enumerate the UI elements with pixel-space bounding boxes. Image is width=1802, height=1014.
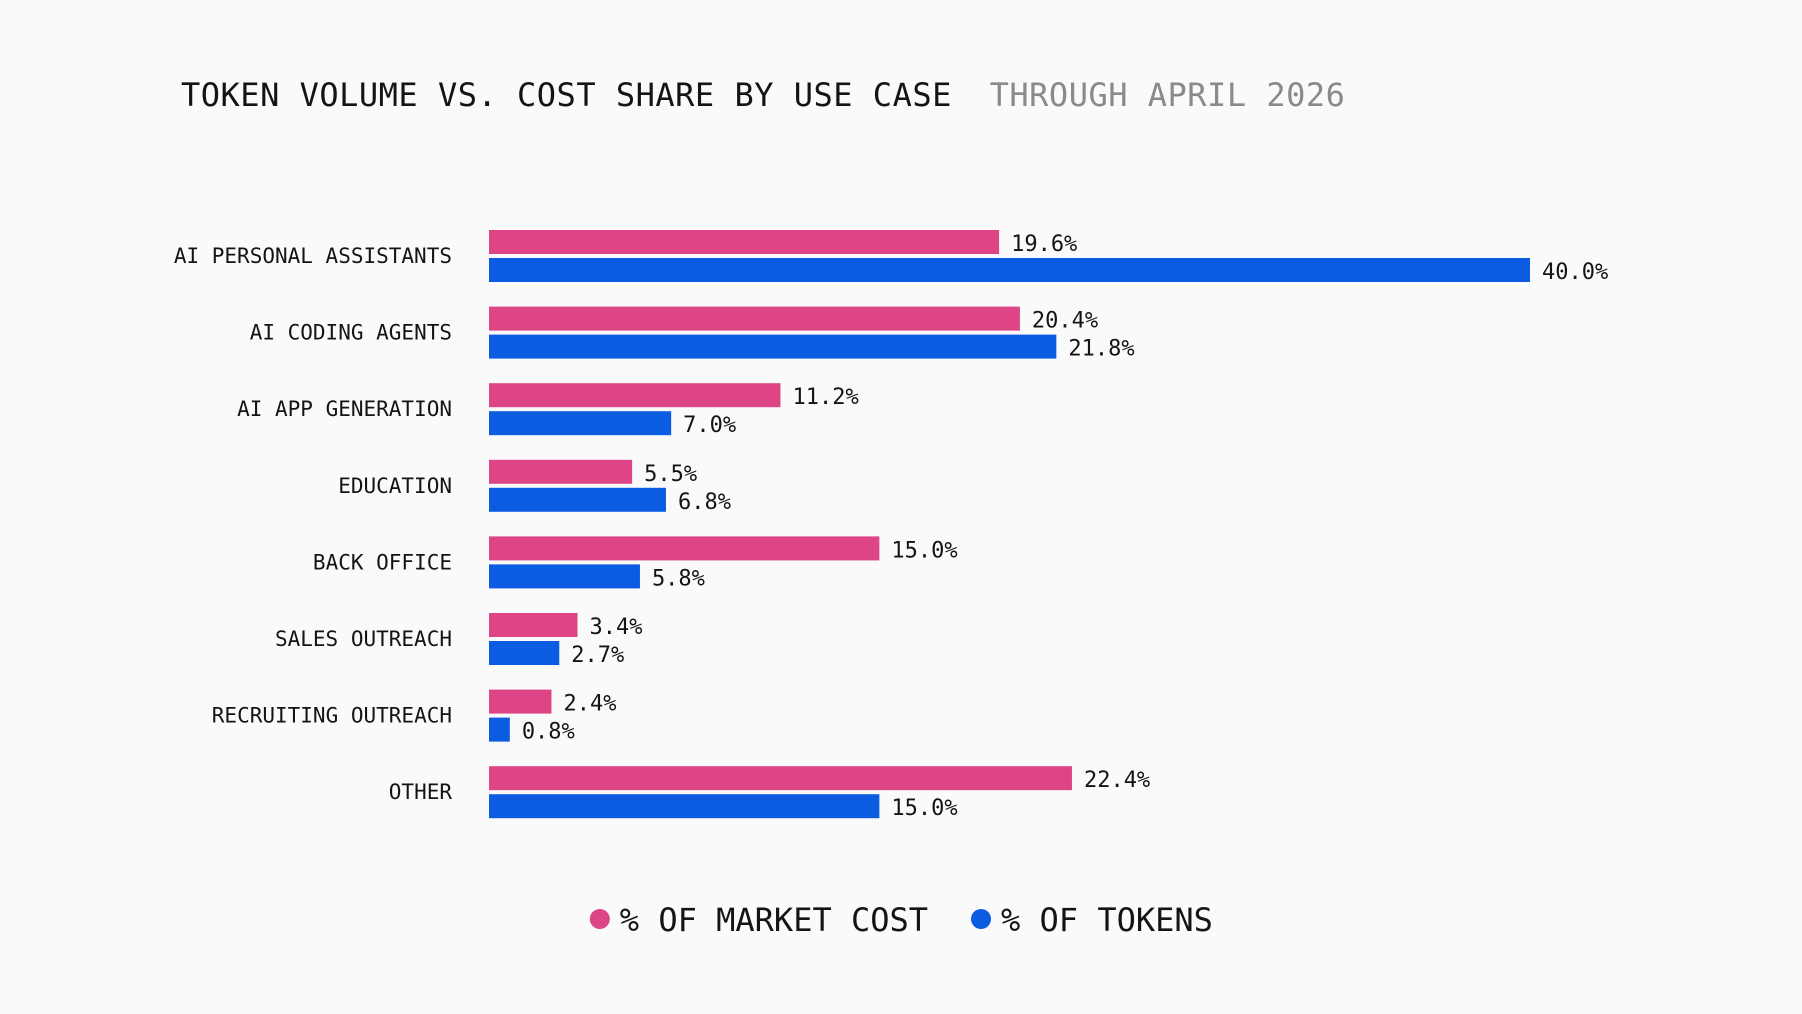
category-label: AI PERSONAL ASSISTANTS [174, 244, 452, 268]
tokens-bar [489, 487, 666, 512]
data-label: 15.0% [891, 538, 957, 563]
category-label: OTHER [389, 780, 453, 804]
data-label: 0.8% [522, 720, 575, 745]
tokens-bar [489, 334, 1057, 359]
data-label: 6.8% [678, 490, 731, 515]
tokens-bar [489, 794, 880, 819]
tokens-bar [489, 258, 1530, 282]
data-label: 21.8% [1068, 337, 1134, 362]
legend-dot-icon [971, 909, 991, 929]
data-label: 7.0% [683, 413, 736, 438]
cost-bar [489, 306, 1020, 331]
tokens-bar [489, 564, 640, 589]
tokens-bar [489, 717, 510, 742]
cost-bar [489, 383, 781, 408]
legend-label: % OF MARKET COST [620, 901, 928, 939]
tokens-bar [489, 641, 560, 665]
chart-title: TOKEN VOLUME VS. COST SHARE BY USE CASE … [181, 76, 1345, 114]
data-label: 2.7% [571, 643, 624, 668]
cost-bar [489, 536, 880, 561]
data-label: 2.4% [563, 692, 616, 717]
data-label: 5.5% [644, 462, 697, 487]
data-label: 5.8% [652, 566, 705, 591]
data-label: 20.4% [1032, 309, 1098, 334]
bars-layer: AI PERSONAL ASSISTANTS 19.6% 40.0% AI CODIN… [174, 230, 1608, 821]
data-label: 11.2% [792, 385, 858, 410]
category-label: EDUCATION [338, 474, 452, 498]
legend-label: % OF TOKENS [1001, 901, 1213, 939]
data-label: 3.4% [589, 615, 642, 640]
cost-bar [489, 689, 552, 714]
chart-title-main: TOKEN VOLUME VS. COST SHARE BY USE CASE [181, 76, 952, 114]
cost-bar [489, 459, 633, 484]
category-label: SALES OUTREACH [275, 627, 452, 651]
tokens-bar [489, 411, 672, 436]
data-label: 22.4% [1084, 768, 1150, 793]
data-label: 40.0% [1542, 260, 1608, 285]
data-label: 19.6% [1011, 232, 1077, 257]
chart-subtitle: THROUGH APRIL 2026 [990, 76, 1346, 114]
legend: % OF MARKET COST % OF TOKENS [589, 901, 1213, 939]
cost-bar [489, 766, 1072, 791]
category-label: RECRUITING OUTREACH [212, 704, 452, 728]
cost-bar [489, 613, 578, 637]
category-label: AI CODING AGENTS [250, 321, 452, 345]
legend-dot-icon [589, 909, 610, 929]
cost-bar [489, 230, 1000, 254]
category-label: BACK OFFICE [313, 550, 452, 574]
data-label: 15.0% [891, 796, 957, 821]
category-label: AI APP GENERATION [237, 397, 452, 421]
